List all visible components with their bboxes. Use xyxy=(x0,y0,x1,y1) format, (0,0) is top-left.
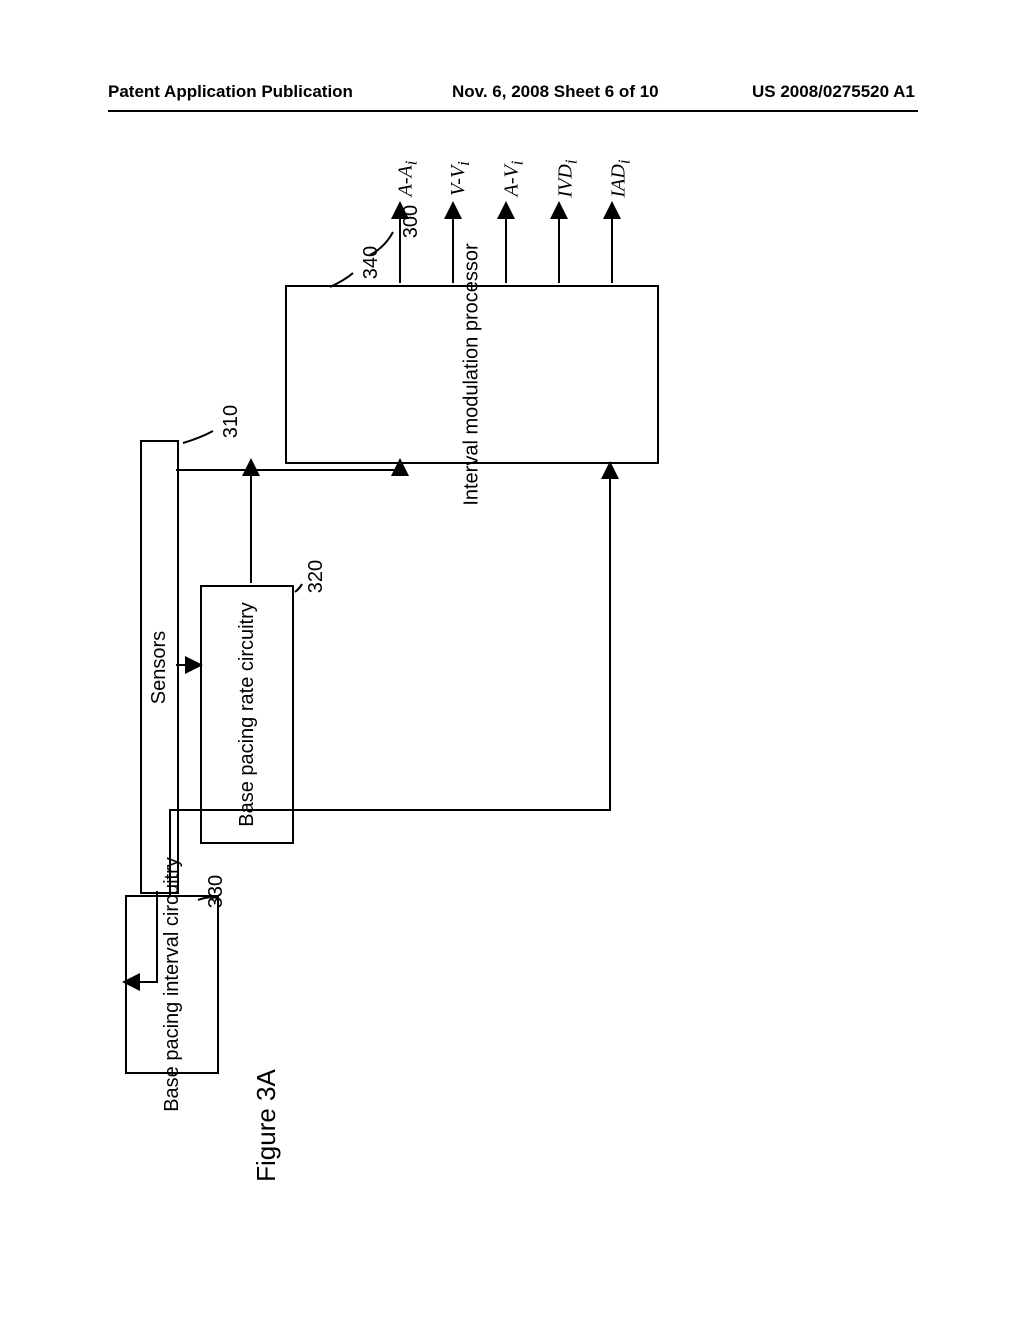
ref-300: 300 xyxy=(400,205,423,238)
output-vv: V-Vi xyxy=(447,161,474,196)
output-iad: IADi xyxy=(607,160,634,198)
interval-circuitry-label: Base pacing interval circuitry xyxy=(160,857,185,1112)
ref-310: 310 xyxy=(220,405,243,438)
sensors-label: Sensors xyxy=(148,630,171,703)
rate-circuitry-box: Base pacing rate circuitry xyxy=(200,585,294,844)
header-left: Patent Application Publication xyxy=(108,82,353,102)
output-aa: A-Ai xyxy=(394,161,421,197)
page: Patent Application Publication Nov. 6, 2… xyxy=(0,0,1024,1320)
ref-320: 320 xyxy=(305,560,328,593)
header-rule xyxy=(108,110,918,112)
ref-340: 340 xyxy=(360,246,383,279)
header-right: US 2008/0275520 A1 xyxy=(752,82,915,102)
ref-330: 330 xyxy=(205,875,228,908)
sensors-box: Sensors xyxy=(140,440,179,894)
page-header: Patent Application Publication Nov. 6, 2… xyxy=(0,82,1024,112)
block-diagram: Sensors Base pacing rate circuitry Base … xyxy=(0,140,1024,1140)
header-center: Nov. 6, 2008 Sheet 6 of 10 xyxy=(452,82,659,102)
interval-circuitry-box: Base pacing interval circuitry xyxy=(125,895,219,1074)
output-ivd: IVDi xyxy=(554,160,581,198)
rate-circuitry-label: Base pacing rate circuitry xyxy=(236,602,259,827)
output-av: A-Vi xyxy=(500,161,527,197)
figure-caption: Figure 3A xyxy=(251,1069,282,1182)
processor-box: Interval modulation processor xyxy=(285,285,659,464)
processor-label: Interval modulation processor xyxy=(459,243,484,505)
